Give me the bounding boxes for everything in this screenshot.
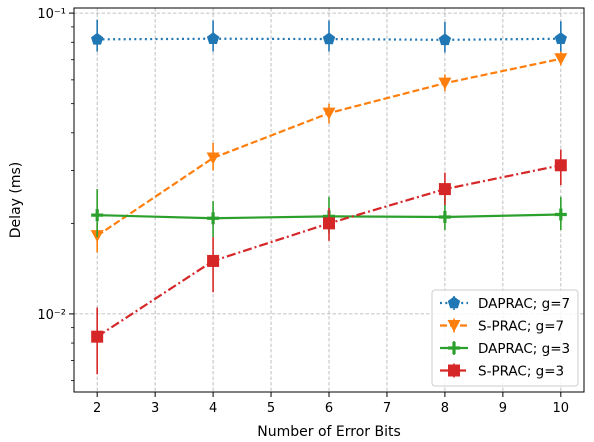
data-point	[206, 32, 220, 44]
data-point	[323, 217, 335, 230]
plot-series	[90, 19, 568, 375]
data-point	[91, 32, 104, 45]
data-point	[91, 330, 104, 343]
x-tick-label: 7	[383, 401, 391, 416]
x-tick-label: 10	[553, 401, 570, 416]
data-point	[322, 107, 336, 120]
data-point	[438, 33, 452, 46]
legend-box	[431, 289, 579, 387]
x-tick-label: 6	[325, 401, 333, 416]
legend-label: DAPRAC; g=7	[478, 296, 570, 312]
legend-marker	[447, 296, 461, 309]
x-tick-label: 2	[93, 401, 101, 416]
y-tick-label: 10⁻¹	[37, 7, 66, 22]
legend-marker	[448, 364, 460, 377]
x-tick-label: 5	[267, 401, 275, 416]
x-axis-title: Number of Error Bits	[257, 424, 401, 440]
y-axis-title: Delay (ms)	[8, 162, 24, 238]
legend-label: DAPRAC; g=3	[478, 341, 570, 357]
data-point	[207, 212, 220, 225]
legend-marker	[447, 320, 461, 332]
legend-label: S-PRAC; g=7	[478, 319, 564, 335]
y-tick-label: 10⁻²	[37, 308, 66, 323]
x-tick-label: 8	[441, 401, 449, 416]
data-point	[554, 208, 567, 221]
x-tick-label: 9	[499, 401, 507, 416]
axes: 2 3 4 5 6 7 8 9 10 10⁻² 10⁻¹	[37, 7, 569, 416]
data-point	[438, 210, 451, 223]
data-point	[554, 53, 568, 66]
data-point	[91, 209, 104, 222]
series-0	[91, 19, 567, 53]
data-point	[438, 183, 451, 196]
data-point	[438, 77, 452, 90]
x-tick-label: 3	[151, 401, 159, 416]
legend: DAPRAC; g=7 S-PRAC; g=7 DAPRAC; g=3 S-PRAC;…	[431, 289, 579, 387]
data-point	[554, 32, 567, 44]
data-point	[554, 159, 567, 172]
data-point	[206, 152, 220, 165]
legend-label: S-PRAC; g=3	[478, 364, 564, 380]
x-tick-label: 4	[209, 401, 217, 416]
data-point	[322, 32, 336, 45]
data-point	[207, 254, 220, 267]
series-3	[91, 149, 567, 375]
legend-marker	[448, 342, 460, 354]
